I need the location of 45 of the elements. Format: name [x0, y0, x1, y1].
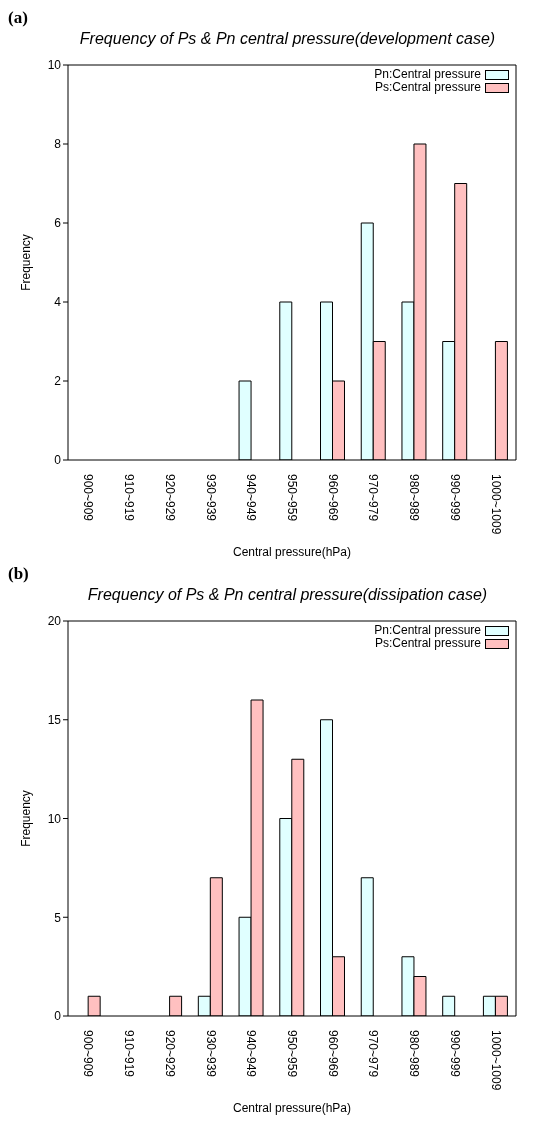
x-tick-label: 960~969: [325, 474, 340, 522]
y-axis-title: Frequency: [19, 790, 34, 847]
y-tick-label: 6: [54, 216, 62, 231]
x-tick-label: 970~979: [366, 1030, 381, 1078]
text: (a): [8, 8, 29, 29]
y-tick-label: 10: [47, 811, 62, 826]
x-tick-label: 900~909: [81, 1030, 96, 1078]
x-tick-label: 990~999: [447, 474, 462, 522]
x-axis-title: Central pressure(hPa): [232, 1101, 352, 1115]
x-tick-label: 990~999: [447, 1030, 462, 1078]
y-axis-title: Frequency: [19, 234, 34, 291]
chart-title: Frequency of Ps & Pn central pressure(dissipation case): [86, 586, 489, 605]
x-tick-label: 1000~1009: [488, 474, 503, 535]
y-tick-label: 15: [47, 713, 62, 728]
y-tick-label: 2: [54, 374, 62, 389]
x-tick-label: 950~959: [285, 474, 299, 522]
y-tick-label: 4: [54, 295, 62, 310]
x-tick-label: 960~969: [325, 1030, 340, 1078]
y-tick-label: 10: [47, 58, 62, 73]
x-tick-label: 930~939: [203, 1030, 218, 1078]
x-tick-label: 910~919: [122, 1030, 137, 1078]
x-tick-label: 900~909: [81, 474, 96, 522]
x-tick-label: 930~939: [203, 474, 218, 522]
legend-label: Pn:Central pressure: [374, 623, 481, 637]
x-tick-label: 970~979: [366, 474, 381, 522]
y-tick-label: 20: [47, 614, 62, 629]
x-tick-label: 980~989: [407, 474, 422, 522]
y-tick-label: 8: [54, 137, 62, 152]
y-tick-label: 5: [54, 910, 62, 925]
legend-label: Ps:Central pressure: [374, 80, 481, 94]
chart-title: Frequency of Ps & Pn central pressure(development case): [78, 30, 497, 49]
x-tick-label: 1000~1009: [488, 1030, 503, 1091]
x-tick-label: 950~959: [285, 1030, 299, 1078]
x-tick-label: 910~919: [122, 474, 137, 522]
x-tick-label: 920~929: [162, 1030, 177, 1078]
x-tick-label: 920~929: [162, 474, 177, 522]
y-tick-label: 0: [54, 1009, 62, 1024]
x-tick-label: 980~989: [407, 1030, 422, 1078]
y-tick-label: 0: [54, 453, 62, 468]
legend-label: Pn:Central pressure: [374, 67, 481, 81]
text: (b): [8, 564, 30, 585]
legend-label: Ps:Central pressure: [374, 636, 481, 650]
x-axis-title: Central pressure(hPa): [232, 545, 352, 559]
x-tick-label: 940~949: [244, 1030, 259, 1078]
x-tick-label: 940~949: [244, 474, 259, 522]
